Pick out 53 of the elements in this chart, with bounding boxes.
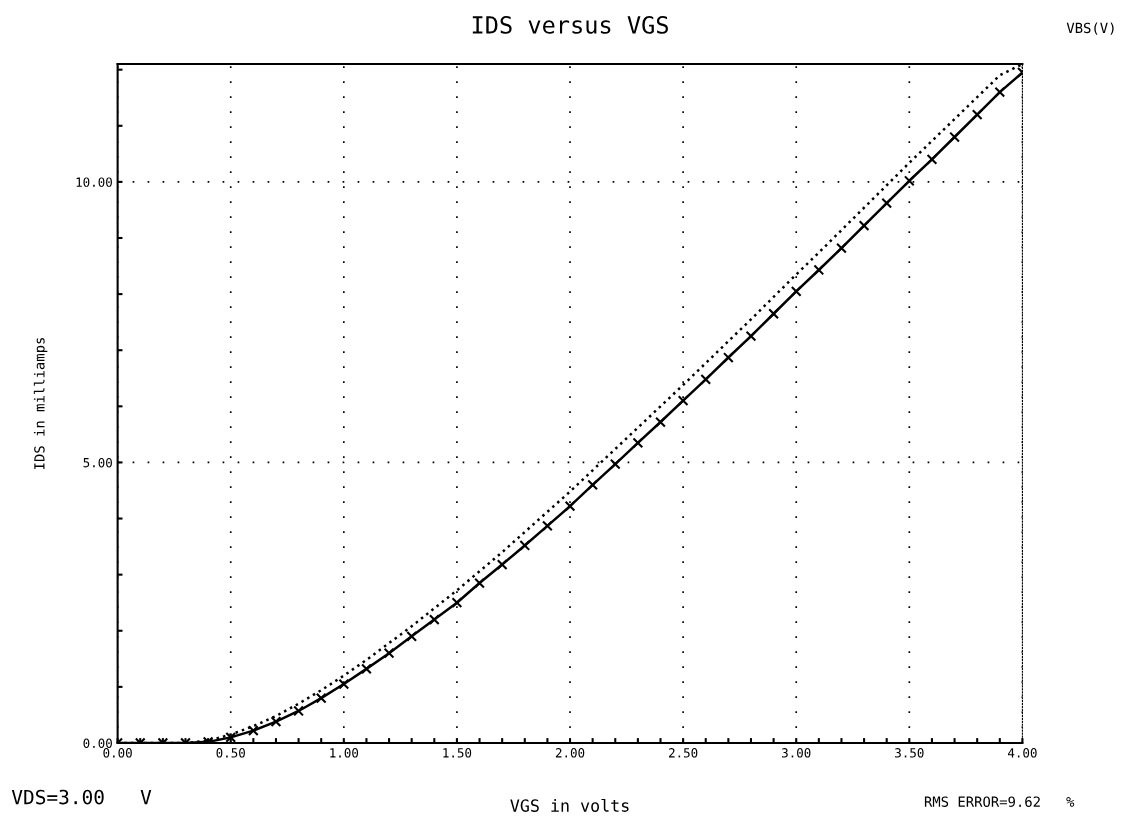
point [655,416,666,428]
point [338,678,350,690]
x-axis-title: VGS in volts [510,798,629,812]
text: VDS=3.00 V [11,789,152,805]
point [293,705,305,717]
y-tick-label: 0.00 [83,738,112,748]
point [971,109,983,120]
point [247,725,259,737]
x-tick-label: 2.50 [669,748,698,758]
point [361,663,372,675]
point [700,373,712,385]
point [632,437,644,449]
x-tick-label: 2.00 [555,748,585,758]
point [451,597,463,609]
point [903,175,915,187]
x-tick-label: 3.00 [782,748,811,758]
point [994,86,1006,98]
point [270,716,282,728]
point [564,500,576,512]
point [949,131,960,143]
x-tick-label: 1.50 [443,748,472,758]
point [383,647,395,659]
point [587,479,599,491]
point [406,630,418,642]
y-axis-title: IDS in milliamps [33,338,48,470]
point [926,154,938,165]
point [858,220,870,232]
x-tick-label: 4.00 [1008,748,1037,758]
point [768,308,780,320]
point [225,731,237,743]
point [315,692,327,704]
point [722,352,734,363]
point [474,577,485,589]
text: RMS ERROR=9.62 % [924,796,1075,807]
x-tick-label: 0.50 [216,748,245,758]
point [609,458,621,470]
x-tick-label: 0.00 [103,748,132,758]
point [836,242,847,254]
point [428,614,440,625]
point [813,264,825,276]
y-tick-label: 5.00 [83,457,112,468]
text: VBS(V) [1066,22,1114,35]
x-tick-label: 1.00 [330,748,359,758]
chart-title: IDS versus VGS [472,15,668,34]
x-tick-label: 3.50 [895,748,924,758]
point [745,330,757,342]
point [790,285,802,297]
point [519,540,531,551]
point [677,395,689,407]
y-tick-label: 10.00 [76,177,112,187]
point [541,520,553,532]
point [881,197,893,209]
point [496,559,508,570]
